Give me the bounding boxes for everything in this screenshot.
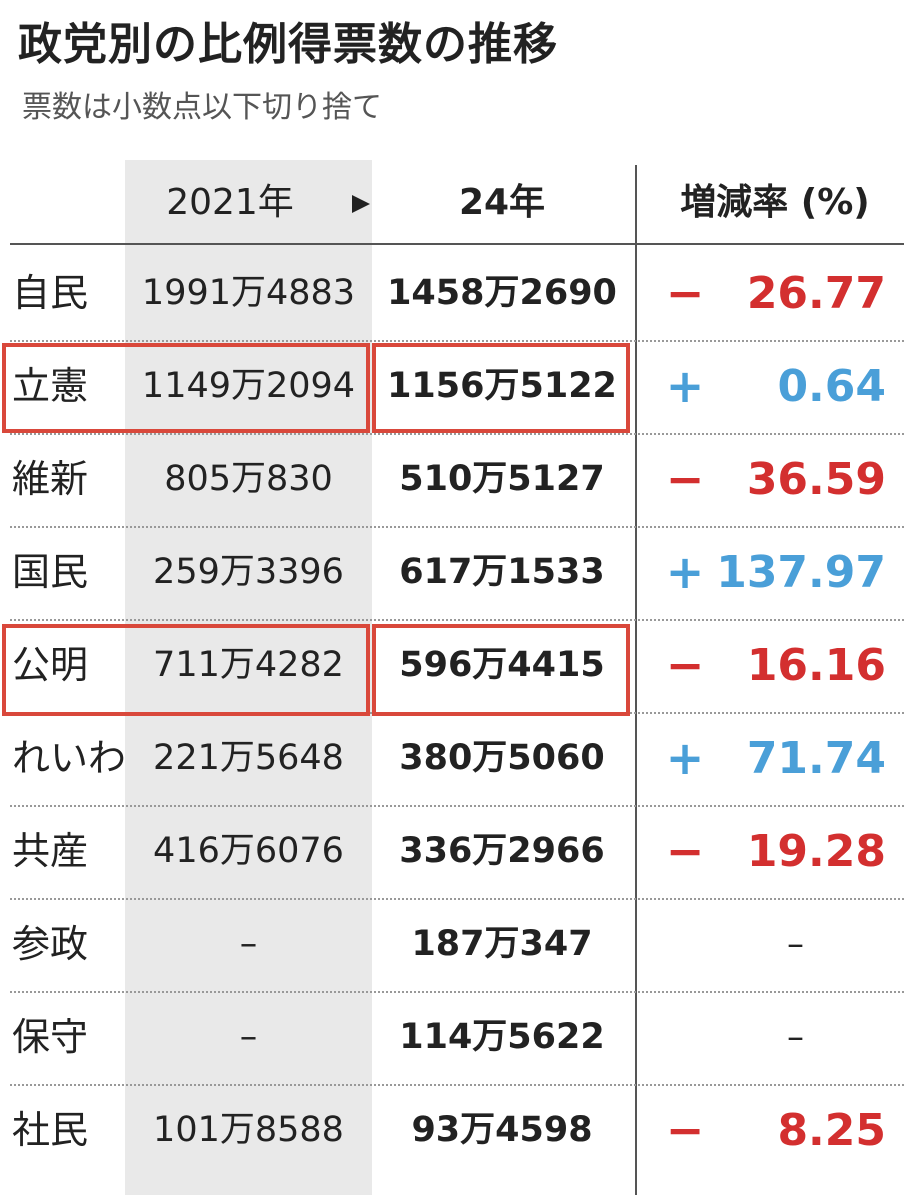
row-separator — [10, 898, 904, 900]
party-name: 保守 — [12, 1015, 89, 1059]
party-name: 共産 — [12, 829, 89, 873]
change-rate: 0.64 — [777, 361, 886, 412]
party-name: 立憲 — [12, 364, 89, 408]
highlight — [372, 624, 630, 716]
party-name: れいわ — [12, 736, 127, 780]
column-header: 2021年 — [166, 182, 294, 223]
change-sign: − — [665, 638, 705, 692]
votes-2024: 596万4415 — [399, 645, 605, 685]
row-separator — [10, 526, 904, 528]
votes-2021: 805万830 — [164, 459, 333, 499]
change-rate: – — [787, 1017, 804, 1057]
highlight — [372, 343, 630, 433]
change-sign: − — [665, 1103, 705, 1157]
row-separator — [10, 340, 904, 342]
votes-2021: – — [239, 1017, 258, 1057]
votes-2021: – — [239, 924, 258, 964]
party-name: 参政 — [12, 922, 89, 966]
votes-2021: 259万3396 — [153, 552, 344, 592]
change-sign: + — [665, 545, 705, 599]
highlight — [2, 343, 370, 433]
votes-2021: 101万8588 — [153, 1110, 344, 1150]
header-rule — [10, 243, 904, 245]
change-sign: − — [665, 266, 705, 320]
votes-2021: 1149万2094 — [141, 366, 356, 406]
party-name: 公明 — [12, 643, 89, 687]
row-separator — [10, 1084, 904, 1086]
row-separator — [10, 619, 904, 621]
column-shade — [125, 160, 372, 1195]
divider — [635, 165, 637, 1195]
row-separator — [10, 805, 904, 807]
change-rate: – — [787, 924, 804, 964]
votes-2024: 114万5622 — [399, 1017, 605, 1057]
change-rate: 71.74 — [746, 733, 886, 784]
change-rate: 137.97 — [716, 547, 886, 598]
change-rate: 26.77 — [746, 268, 886, 319]
party-name: 国民 — [12, 550, 89, 594]
votes-2024: 1458万2690 — [387, 273, 617, 313]
row-separator — [10, 991, 904, 993]
column-header: 24年 — [458, 182, 546, 223]
votes-2024: 93万4598 — [411, 1110, 593, 1150]
party-name: 維新 — [12, 457, 89, 501]
highlight — [2, 624, 370, 716]
column-header: 増減率 (%) — [680, 182, 870, 223]
votes-2024: 617万1533 — [399, 552, 605, 592]
votes-2024: 187万347 — [411, 924, 593, 964]
party-name: 社民 — [12, 1108, 89, 1152]
votes-2024: 336万2966 — [399, 831, 605, 871]
change-sign: + — [665, 359, 705, 413]
votes-2021: 416万6076 — [153, 831, 344, 871]
change-rate: 36.59 — [746, 454, 886, 505]
change-sign: + — [665, 731, 705, 785]
change-sign: − — [665, 824, 705, 878]
votes-2024: 1156万5122 — [387, 366, 617, 406]
votes-2021: 711万4282 — [153, 645, 344, 685]
row-separator — [10, 433, 904, 435]
change-rate: 8.25 — [777, 1105, 886, 1156]
change-rate: 19.28 — [746, 826, 886, 877]
title: 政党別の比例得票数の推移 — [18, 19, 558, 70]
subtitle: 票数は小数点以下切り捨て — [22, 90, 382, 125]
votes-2021: 221万5648 — [153, 738, 344, 778]
votes-2024: 380万5060 — [399, 738, 605, 778]
arrow — [352, 195, 370, 213]
votes-2021: 1991万4883 — [141, 273, 356, 313]
votes-2024: 510万5127 — [399, 459, 605, 499]
party-name: 自民 — [12, 271, 89, 315]
change-rate: 16.16 — [746, 640, 886, 691]
change-sign: − — [665, 452, 705, 506]
